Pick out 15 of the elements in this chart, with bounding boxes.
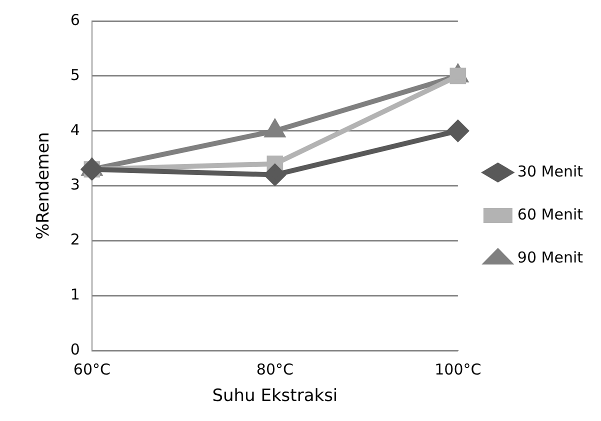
y-tick-label: 3 [70, 176, 80, 194]
y-tick-label: 1 [70, 286, 80, 304]
x-tick-label: 80°C [256, 360, 294, 378]
y-axis-title: %Rendemen [34, 132, 54, 240]
legend-label: 30 Menit [517, 162, 584, 180]
y-tick-label: 0 [70, 340, 80, 358]
x-axis-title: Suhu Ekstraksi [212, 386, 338, 406]
x-tick-label: 100°C [434, 360, 482, 378]
x-tick-label: 60°C [73, 360, 110, 378]
legend-label: 60 Menit [517, 205, 584, 224]
y-tick-label: 5 [70, 66, 80, 84]
legend-label: 90 Menit [517, 248, 584, 266]
y-tick-label: 2 [70, 230, 80, 249]
y-tick-label: 6 [70, 10, 80, 29]
y-tick-label: 4 [70, 120, 80, 139]
